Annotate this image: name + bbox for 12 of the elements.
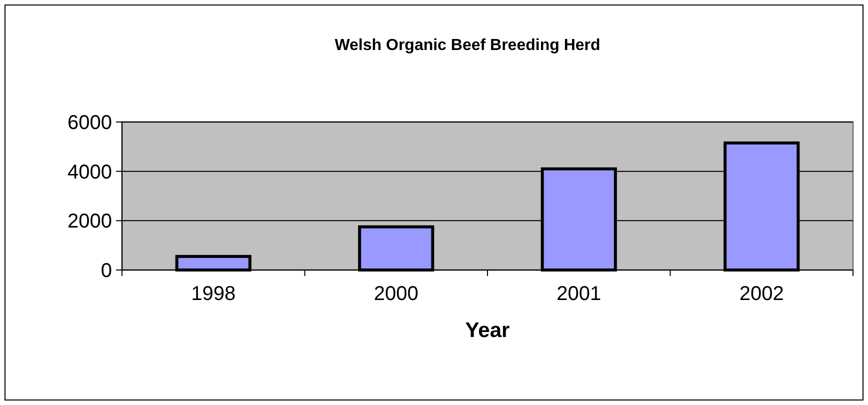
x-axis-title: Year — [465, 319, 510, 342]
bar — [175, 254, 252, 272]
y-tick-label: 4000 — [68, 161, 112, 184]
x-tick-label: 2002 — [739, 283, 784, 305]
x-tick-label: 2000 — [374, 283, 418, 305]
x-tick-label: 2001 — [556, 283, 602, 305]
y-tick-label: 6000 — [68, 112, 112, 134]
x-tick-label: 1998 — [191, 283, 236, 305]
bar — [358, 225, 434, 272]
chart-title: Welsh Organic Beef Breeding Herd — [334, 37, 600, 54]
y-tick-label: 2000 — [68, 210, 112, 233]
y-tick-label: 0 — [100, 260, 112, 282]
